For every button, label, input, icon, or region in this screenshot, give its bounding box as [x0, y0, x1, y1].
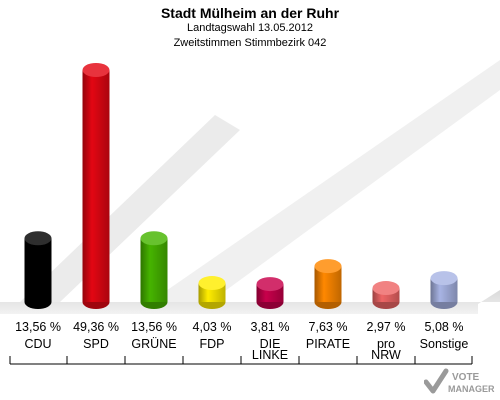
bar-die-linke — [256, 277, 284, 309]
svg-text:VOTE: VOTE — [452, 372, 480, 383]
bar-top — [430, 271, 458, 286]
value-label: 3,81 % — [251, 320, 290, 334]
bar-body — [82, 70, 110, 303]
bar-fdp — [198, 276, 226, 309]
value-labels: 13,56 % 49,36 % 13,56 % 4,03 % 3,81 % 7,63 % 2… — [15, 320, 463, 334]
bar-body — [140, 238, 168, 302]
bar-sonstige — [430, 271, 458, 309]
value-label: 5,08 % — [425, 320, 464, 334]
category-label: PIRATE — [306, 337, 350, 351]
value-label: 2,97 % — [367, 320, 406, 334]
bar-body — [24, 238, 52, 302]
category-label: DIE LINKE — [252, 337, 288, 362]
bar-top — [372, 281, 400, 296]
bar-cdu — [24, 231, 52, 309]
chart-backdrop — [0, 60, 500, 314]
chart-titles: Stadt Mülheim an der Ruhr Landtagswahl 1… — [0, 0, 500, 51]
category-label: Sonstige — [420, 337, 469, 351]
checkmark-icon — [424, 368, 449, 394]
bar-grüne — [140, 231, 168, 309]
bar-top — [140, 231, 168, 246]
value-label: 13,56 % — [131, 320, 177, 334]
value-label: 13,56 % — [15, 320, 61, 334]
backdrop-stroke — [20, 115, 240, 302]
category-label: GRÜNE — [131, 337, 176, 351]
value-label: 7,63 % — [309, 320, 348, 334]
vote-manager-logo: VOTE MANAGER — [424, 368, 495, 394]
svg-text:MANAGER: MANAGER — [448, 384, 495, 394]
category-label: CDU — [24, 337, 51, 351]
bar-top — [82, 63, 110, 78]
chart-title: Stadt Mülheim an der Ruhr — [160, 5, 340, 21]
category-label: pro NRW — [371, 337, 401, 362]
backdrop-stroke — [150, 60, 500, 302]
bar-top — [198, 276, 226, 291]
category-label: SPD — [83, 337, 109, 351]
bar-pirate — [314, 259, 342, 309]
category-labels: CDU SPD GRÜNE FDP DIE LINKE PIRATE pro NRW Sonsti… — [9, 337, 473, 365]
bar-top — [314, 259, 342, 274]
bar-pro-nrw — [372, 281, 400, 309]
chart-subtitle: Landtagswahl 13.05.2012 — [187, 22, 313, 34]
floor-band — [0, 290, 500, 314]
bars — [24, 63, 458, 309]
value-label: 4,03 % — [193, 320, 232, 334]
bar-top — [256, 277, 284, 292]
bar-spd — [82, 63, 110, 309]
bar-top — [24, 231, 52, 246]
chart-subsubtitle: Zweitstimmen Stimmbezirk 042 — [173, 37, 327, 49]
value-label: 49,36 % — [73, 320, 119, 334]
category-label: FDP — [200, 337, 225, 351]
